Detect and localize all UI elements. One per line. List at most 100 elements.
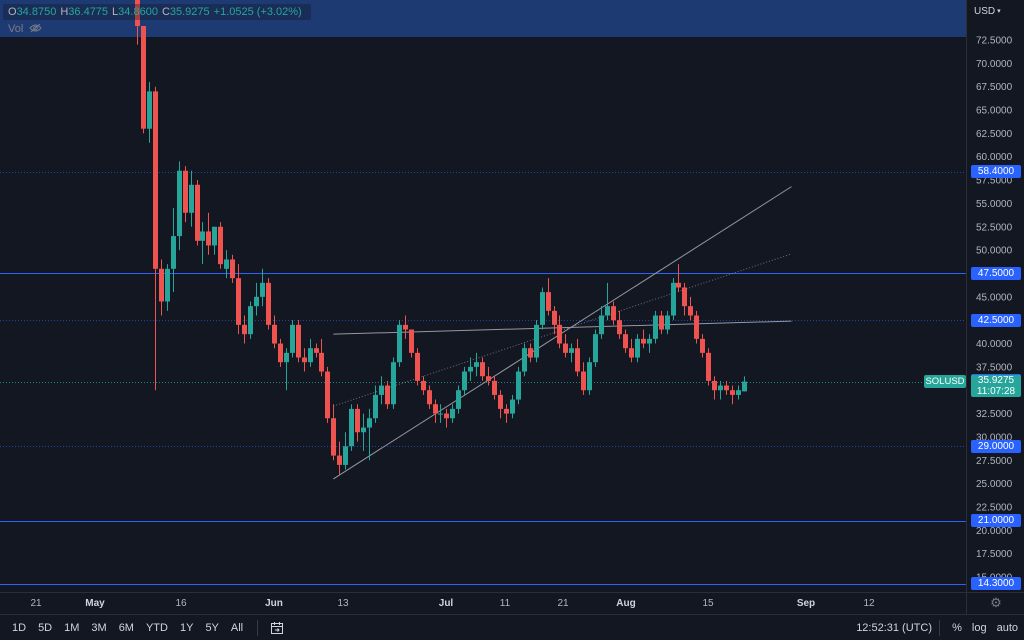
auto-scale-toggle[interactable]: auto xyxy=(996,621,1018,634)
candle xyxy=(730,385,735,405)
candle xyxy=(206,212,211,255)
currency-selector[interactable]: USD ▾ xyxy=(974,3,1014,19)
candle xyxy=(189,170,194,227)
candle-body xyxy=(218,226,223,265)
y-tick-label: 32.5000 xyxy=(976,409,1013,420)
currency-label: USD xyxy=(974,5,996,17)
y-tick-label: 27.5000 xyxy=(976,456,1013,467)
candle xyxy=(605,282,610,321)
volume-legend[interactable]: Vol xyxy=(3,21,47,37)
candle xyxy=(557,315,562,349)
low-value: 34.8600 xyxy=(118,6,158,18)
range-1y-button[interactable]: 1Y xyxy=(179,621,194,634)
x-tick-label: 21 xyxy=(557,598,569,609)
y-tick-label: 25.0000 xyxy=(976,479,1013,490)
scale-options: % log auto xyxy=(952,622,1018,634)
last-price-tag: 35.9275 11:07:28 xyxy=(971,375,1021,398)
candle xyxy=(165,264,170,311)
candle xyxy=(427,385,432,409)
ohlc-legend: O 34.8750 H 36.4775 L 34.8600 C 35.9275 +1.0… xyxy=(3,4,311,20)
range-ytd-button[interactable]: YTD xyxy=(145,621,168,634)
y-tick-label: 72.5000 xyxy=(976,36,1013,47)
high-label: H xyxy=(60,6,69,18)
candle xyxy=(510,394,515,419)
candle xyxy=(724,380,729,395)
x-tick-label: Sep xyxy=(797,598,815,609)
candle-body xyxy=(712,380,717,391)
candle-body xyxy=(611,306,616,321)
candle xyxy=(290,320,295,358)
candle-body xyxy=(296,324,301,358)
candle xyxy=(361,413,366,451)
clock-time[interactable]: 12:52:31 (UTC) xyxy=(856,621,932,634)
candle xyxy=(266,278,271,330)
candle xyxy=(688,296,693,321)
range-1d-button[interactable]: 1D xyxy=(12,621,27,634)
candle-body xyxy=(236,278,241,325)
symbol-tag: SOLUSD xyxy=(924,375,966,389)
candle-body xyxy=(314,348,319,353)
y-tick-label: 37.5000 xyxy=(976,362,1013,373)
candle-body xyxy=(135,0,140,26)
candle-body xyxy=(290,324,295,353)
candle xyxy=(159,259,164,316)
candle-body xyxy=(653,315,658,339)
candle-body xyxy=(147,91,152,129)
candle-body xyxy=(248,306,253,335)
candle-body xyxy=(278,343,283,363)
candle-body xyxy=(480,362,485,377)
candle-body xyxy=(665,315,670,330)
candle-body xyxy=(569,348,574,353)
candle-body xyxy=(427,390,432,405)
candle xyxy=(599,306,604,339)
range-5y-button[interactable]: 5Y xyxy=(205,621,219,634)
candle xyxy=(498,390,503,419)
candle-body xyxy=(575,348,580,372)
range-5d-button[interactable]: 5D xyxy=(38,621,53,634)
candle xyxy=(629,338,634,363)
candle xyxy=(575,338,580,377)
candle xyxy=(581,362,586,395)
open-label: O xyxy=(8,6,17,18)
candle-body xyxy=(367,418,372,428)
range-all-button[interactable]: All xyxy=(230,621,244,634)
candle-body xyxy=(200,231,205,241)
candle xyxy=(676,264,681,293)
calendar-goto-icon[interactable] xyxy=(266,621,288,635)
chevron-down-icon: ▾ xyxy=(997,8,1001,15)
candle-body xyxy=(659,315,664,330)
candle xyxy=(212,226,217,255)
candle-body xyxy=(397,324,402,363)
eye-hidden-icon[interactable] xyxy=(29,23,42,36)
plot-area xyxy=(0,0,966,585)
level-price-tag: 21.0000 xyxy=(971,514,1021,528)
candle-body xyxy=(605,306,610,316)
candle-body xyxy=(730,390,735,395)
candle-body xyxy=(635,338,640,358)
range-6m-button[interactable]: 6M xyxy=(118,621,134,634)
candle xyxy=(563,334,568,358)
candle xyxy=(456,385,461,414)
y-tick-label: 62.5000 xyxy=(976,129,1013,140)
range-1m-button[interactable]: 1M xyxy=(64,621,80,634)
candle-body xyxy=(450,408,455,419)
candle-body xyxy=(284,352,289,363)
candle-body xyxy=(272,324,277,344)
candle xyxy=(516,366,521,405)
candle-body xyxy=(403,324,408,330)
range-3m-button[interactable]: 3M xyxy=(91,621,107,634)
gear-icon[interactable]: ⚙ xyxy=(990,595,1002,610)
candle-body xyxy=(563,343,568,353)
candle-body xyxy=(385,385,390,405)
candle xyxy=(438,404,443,423)
candle-body xyxy=(153,91,158,269)
x-tick-label: Jun xyxy=(265,598,283,609)
candle-body xyxy=(492,380,497,395)
log-scale-toggle[interactable]: log xyxy=(971,621,987,634)
toolbar-divider xyxy=(257,619,259,636)
y-tick-label: 50.0000 xyxy=(976,246,1013,257)
candle-body xyxy=(682,287,687,307)
percent-scale-toggle[interactable]: % xyxy=(952,621,962,634)
